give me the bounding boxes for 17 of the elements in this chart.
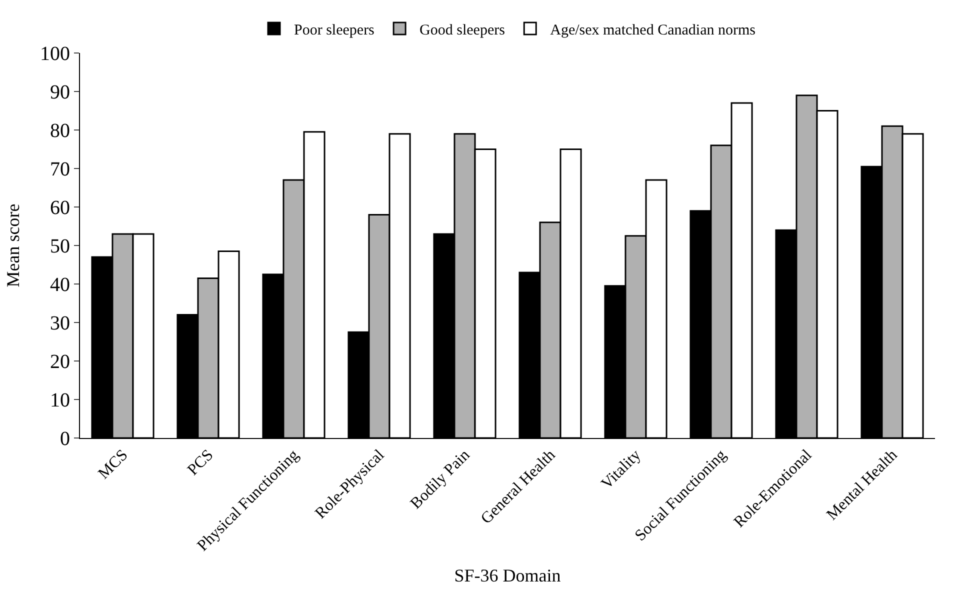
legend-label: Age/sex matched Canadian norms — [550, 22, 756, 38]
y-tick-label: 10 — [50, 390, 70, 412]
y-axis-title: Mean score — [3, 204, 24, 288]
y-tick-label: 60 — [50, 197, 70, 219]
y-tick-label: 70 — [50, 158, 70, 180]
y-tick-label: 0 — [60, 428, 70, 450]
y-tick-label: 30 — [50, 312, 70, 334]
y-tick-label: 80 — [50, 120, 70, 142]
y-tick-label: 100 — [40, 43, 70, 65]
y-tick-label: 90 — [50, 82, 70, 104]
x-tick-label: PCS — [184, 446, 217, 479]
y-tick-label: 50 — [50, 236, 70, 258]
legend-label: Poor sleepers — [294, 22, 375, 38]
x-axis-title: SF-36 Domain — [454, 566, 561, 586]
legend-label: Good sleepers — [420, 22, 506, 38]
y-tick-label: 20 — [50, 351, 70, 373]
y-tick-label: 40 — [50, 274, 70, 296]
